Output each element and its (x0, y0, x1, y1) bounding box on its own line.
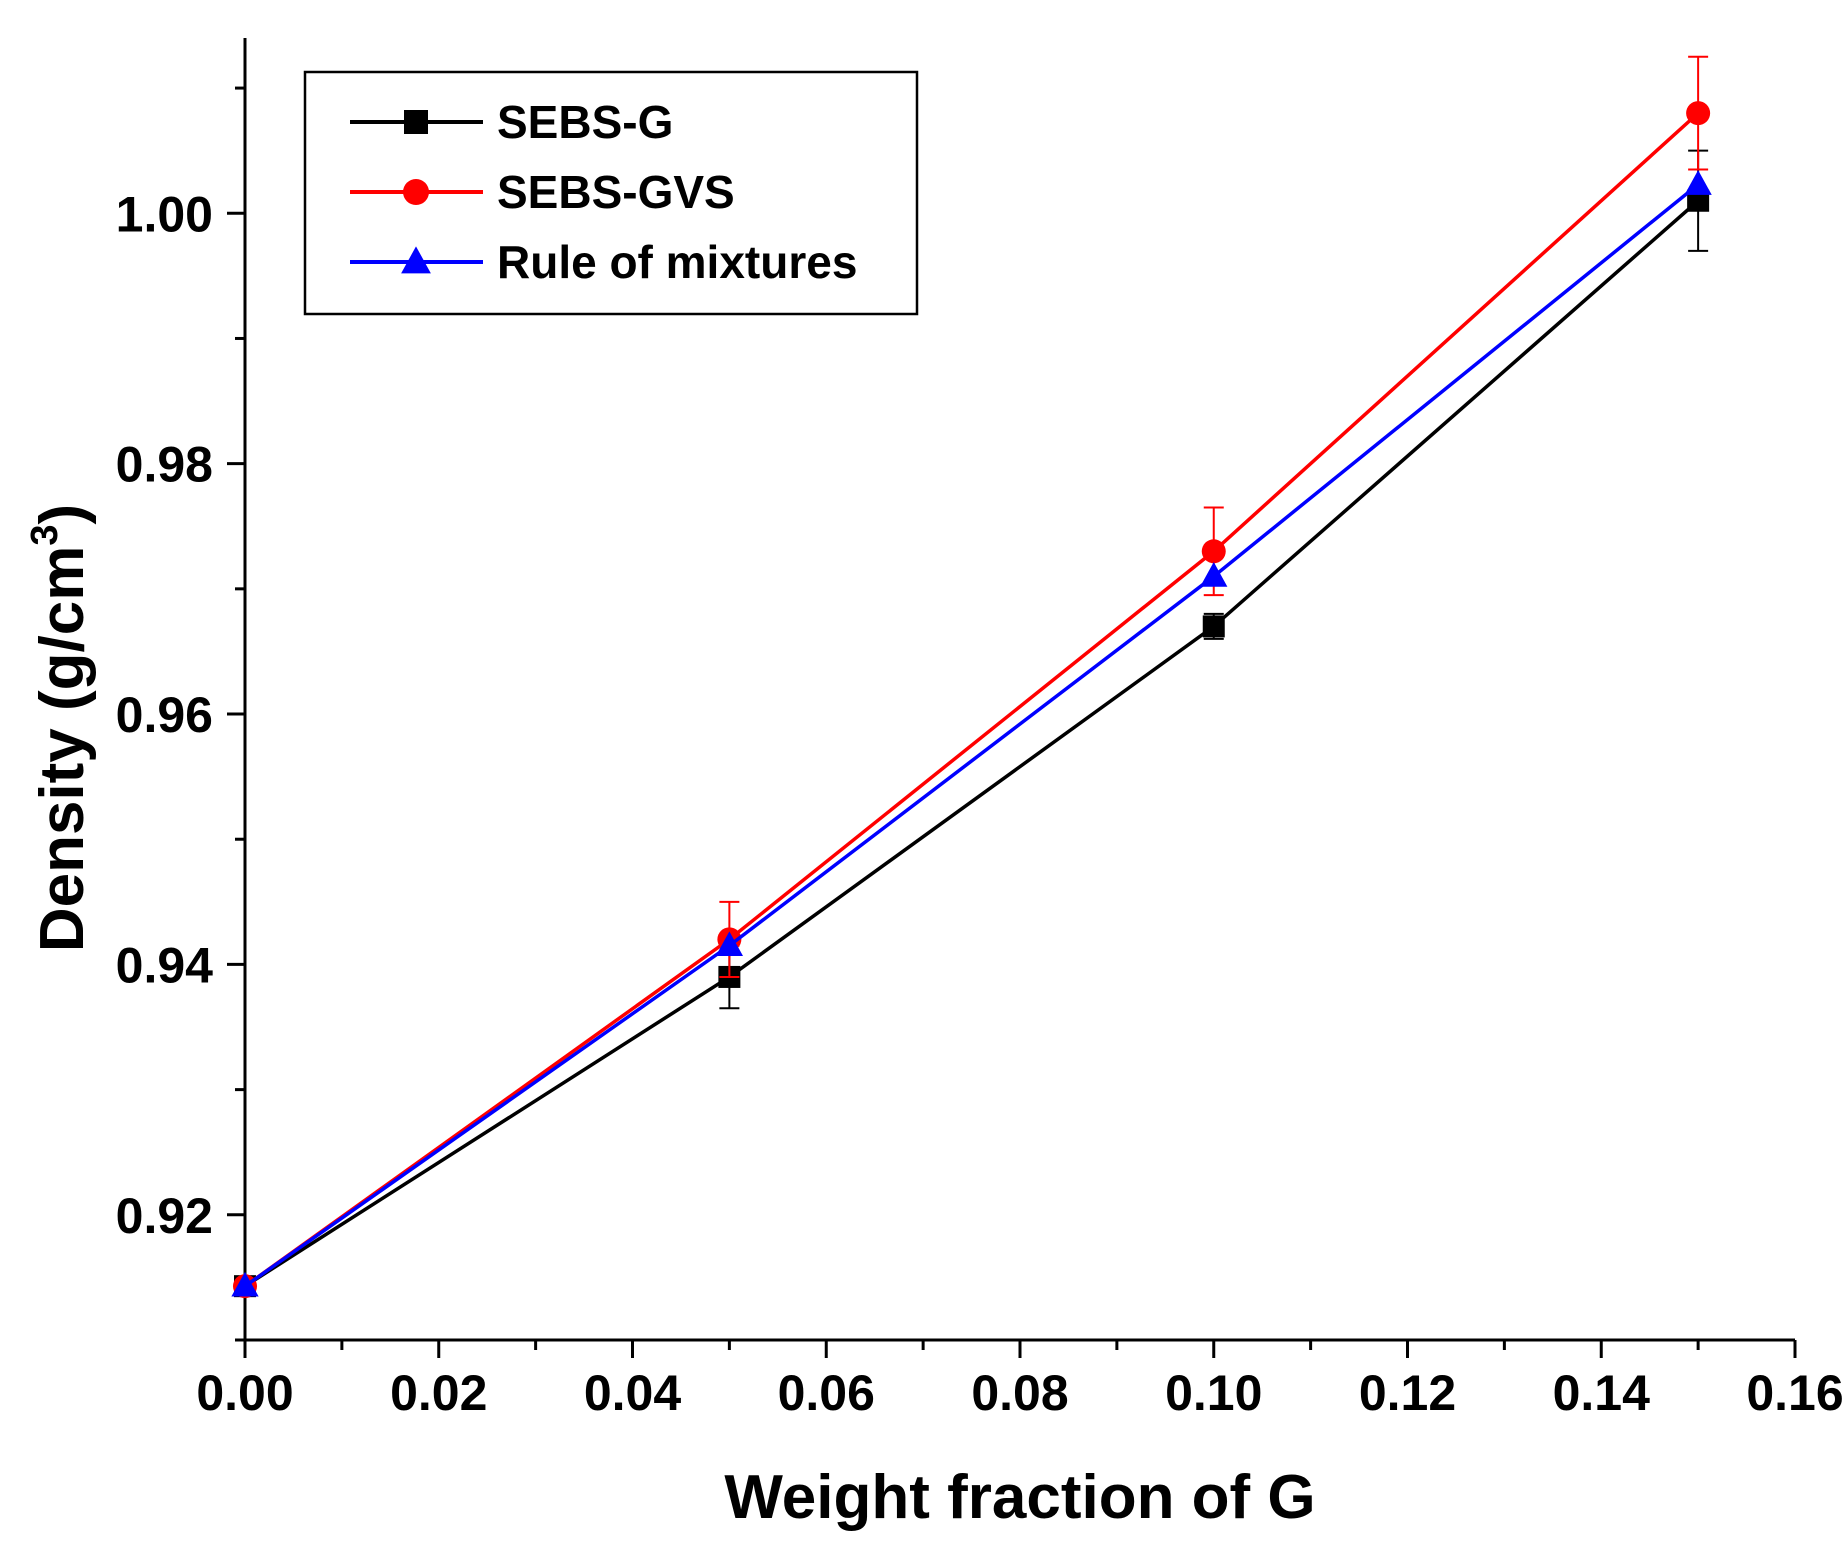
axes (243, 38, 1795, 1342)
data-point-rule-of-mixtures (715, 931, 744, 957)
data-point-sebs-gvs (1201, 539, 1226, 564)
data-point-rule-of-mixtures (1200, 562, 1228, 587)
data-point-rule-of-mixtures (231, 1271, 259, 1297)
y-axis-title: Density (g/cm3) (24, 504, 97, 952)
series-line-sebs-g (244, 199, 1700, 1288)
axis-ticks (227, 86, 1797, 1358)
y-tick-labels: 0.92 0.94 0.96 0.98 1.00 (116, 186, 214, 1244)
data-point-sebs-gvs (1686, 101, 1711, 126)
x-axis-title: Weight fraction of G (724, 1463, 1315, 1532)
y-tick-label: 0.92 (116, 1188, 213, 1244)
y-axis-title-main: Density (g/cm (28, 546, 97, 953)
legend-marker-sebs-gvs (403, 179, 429, 205)
series-sebs-g (234, 149, 1710, 1298)
x-tick-label: 0.00 (196, 1365, 293, 1421)
x-tick-label: 0.14 (1553, 1365, 1651, 1421)
legend-label-rule-of-mixtures: Rule of mixtures (497, 236, 857, 288)
legend-marker-rule-of-mixtures (401, 246, 431, 274)
data-point-rule-of-mixtures (1684, 170, 1712, 195)
y-tick-label: 1.00 (116, 186, 213, 242)
series-rule-of-mixtures (231, 170, 1712, 1297)
x-tick-label: 0.02 (390, 1365, 487, 1421)
legend-items: SEBS-G SEBS-GVS Rule of mixtures (350, 96, 857, 288)
data-point-sebs-g (1687, 189, 1710, 212)
x-tick-labels: 0.00 0.02 0.04 0.06 0.08 0.10 0.12 0.14 0.16 (196, 1365, 1843, 1421)
series-line-sebs-gvs (243, 111, 1700, 1288)
legend: SEBS-G SEBS-GVS Rule of mixtures (303, 70, 919, 316)
legend-marker-sebs-g (404, 110, 428, 134)
x-tick-label: 0.12 (1359, 1365, 1456, 1421)
x-tick-label: 0.04 (584, 1365, 682, 1421)
x-tick-label: 0.08 (971, 1365, 1068, 1421)
y-axis-title-close: ) (28, 504, 97, 525)
x-tick-label: 0.06 (778, 1365, 875, 1421)
series-layer (231, 55, 1712, 1299)
data-point-sebs-g (1202, 615, 1225, 638)
legend-label-sebs-g: SEBS-G (497, 96, 673, 148)
legend-label-sebs-gvs: SEBS-GVS (497, 166, 735, 218)
y-tick-label: 0.94 (116, 937, 214, 993)
y-axis-title-superscript: 3 (24, 524, 66, 545)
y-tick-label: 0.96 (116, 687, 213, 743)
x-tick-label: 0.16 (1746, 1365, 1843, 1421)
series-line-rule-of-mixtures (243, 183, 1700, 1288)
y-axis-title-text: Density (g/cm3) (24, 504, 97, 952)
y-tick-label: 0.98 (116, 437, 213, 493)
x-tick-label: 0.10 (1165, 1365, 1262, 1421)
